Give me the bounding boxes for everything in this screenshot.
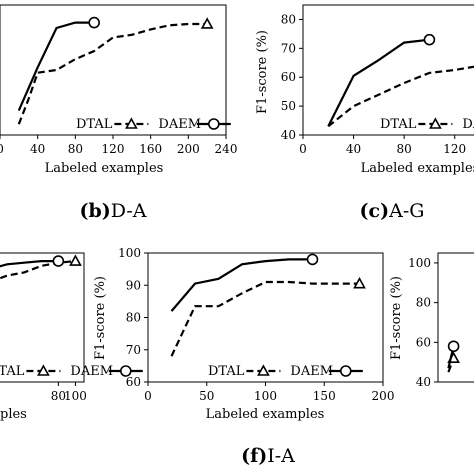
series-line-daem: [0, 260, 59, 268]
y-tick-label: 70: [281, 41, 296, 55]
legend-label-dtal: DTAL: [380, 117, 417, 132]
x-tick-label: 120: [102, 142, 125, 156]
y-tick-label: 50: [281, 99, 296, 113]
series-line-dtal: [170, 280, 360, 357]
y-tick-label: 80: [281, 12, 296, 26]
chart-panel-e: 80100DTALDAEM: [0, 252, 143, 403]
x-tick-label: 100: [254, 389, 277, 403]
series-line-daem: [17, 21, 95, 112]
legend-label-daem: DAEM: [290, 364, 333, 379]
subfigure-letter: (c): [360, 200, 390, 222]
legend-marker-dtal: [125, 117, 138, 129]
x-tick-label: 40: [30, 142, 45, 156]
end-marker-daem: [88, 16, 100, 29]
legend-marker-daem: [208, 118, 220, 130]
x-tick-label: 0: [144, 389, 152, 403]
x-tick-label: 160: [139, 142, 162, 156]
series-line-dtal: [0, 260, 76, 280]
x-axis-label: Labeled examples: [45, 161, 164, 176]
series-line-dtal: [17, 22, 208, 125]
legend-marker-dtal: [37, 364, 50, 376]
x-tick-label: 80: [68, 142, 83, 156]
series-line-daem: [170, 258, 313, 312]
end-marker-daem: [306, 253, 319, 266]
subfigure-letter: (f): [241, 445, 267, 467]
x-tick-label: 240: [215, 142, 238, 156]
subfigure-caption: (c)A-G: [360, 200, 425, 222]
x-tick-label: 80: [397, 142, 412, 156]
x-tick-label: 100: [64, 389, 87, 403]
y-tick-label: 70: [126, 343, 141, 357]
subfigure-title: I-A: [267, 445, 295, 467]
legend-marker-daem: [120, 365, 132, 377]
axes-frame: [147, 252, 384, 383]
x-tick-label: 150: [313, 389, 336, 403]
axes-frame: [302, 4, 474, 136]
subfigure-title: D-A: [111, 200, 147, 222]
x-tick-label: 0: [299, 142, 307, 156]
y-tick-label: 60: [126, 375, 141, 389]
legend-marker-daem: [339, 365, 352, 377]
y-axis-label: F1-score (%): [255, 30, 270, 114]
y-tick-label: 80: [416, 296, 431, 310]
legend-label-daem: DAEM: [70, 364, 113, 379]
y-tick-label: 100: [408, 256, 431, 270]
legend-marker-dtal: [257, 364, 270, 376]
x-axis-label-fragment: ples: [0, 407, 27, 422]
end-marker-daem: [52, 255, 65, 267]
axes-frame: [0, 4, 227, 136]
x-tick-label: 200: [372, 389, 395, 403]
y-axis-label: F1-score (%): [389, 276, 404, 360]
subfigure-title: A-G: [388, 200, 424, 222]
x-axis-label: Labeled examples: [361, 161, 474, 176]
chart-panel-g: 40 60 80 100 F1-score (%): [389, 252, 474, 389]
x-tick-label: 40: [346, 142, 361, 156]
legend-marker-dtal: [429, 117, 442, 129]
subfigure-letter: (b): [80, 200, 111, 222]
axes-frame: [0, 252, 85, 383]
x-tick-label: 120: [443, 142, 466, 156]
x-tick-label: 200: [177, 142, 200, 156]
end-marker-dtal: [69, 254, 82, 266]
y-tick-label: 40: [416, 375, 431, 389]
chart-panel-ia: 0 50 100 150 200 60 70 80 90 100 Labeled examples F…: [93, 246, 394, 467]
y-tick-label: 40: [281, 128, 296, 142]
y-tick-label: 60: [281, 70, 296, 84]
x-axis-label: Labeled examples: [206, 407, 325, 422]
x-tick-label: 80: [51, 389, 66, 403]
legend-label-dtal: DTAL: [208, 364, 245, 379]
chart-panel-da: 0 40 80 120 160 200 240 Labeled examples DTAL DAE…: [0, 4, 238, 222]
subfigure-caption: (b)D-A: [80, 200, 147, 222]
y-tick-label: 60: [416, 335, 431, 349]
y-axis-label: F1-score (%): [93, 276, 108, 360]
legend-label-dtal: DTAL: [0, 364, 25, 379]
y-tick-label: 90: [126, 278, 141, 292]
legend-label-dtal: DTAL: [76, 117, 113, 132]
end-marker-dtal: [353, 276, 366, 289]
axes-frame: [437, 252, 474, 383]
end-marker-daem: [423, 33, 436, 46]
x-tick-label: 0: [0, 142, 4, 156]
end-marker-dtal: [200, 17, 214, 29]
legend-label-daem: DAEM: [462, 117, 474, 132]
y-tick-label: 80: [126, 311, 141, 325]
end-marker-daem: [447, 340, 460, 353]
series-line-daem: [327, 38, 430, 127]
x-tick-label: 50: [199, 389, 214, 403]
subfigure-caption: (f)I-A: [241, 445, 295, 467]
y-tick-label: 100: [118, 246, 141, 260]
legend-label-daem: DAEM: [158, 117, 201, 132]
